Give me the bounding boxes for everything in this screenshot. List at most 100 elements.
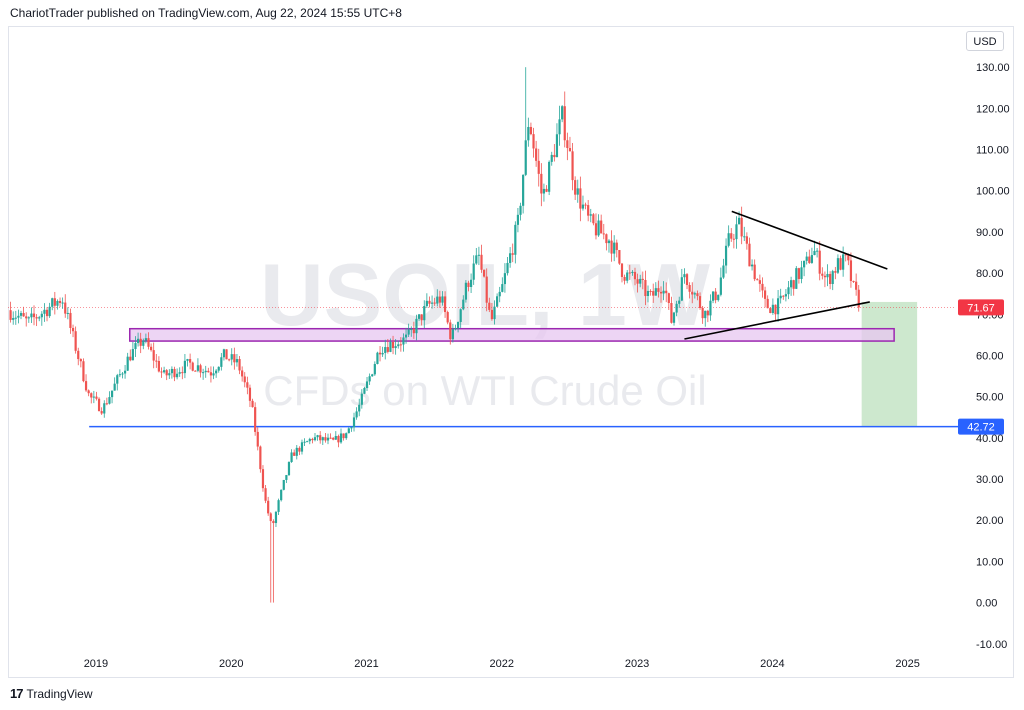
candle-body bbox=[550, 154, 553, 162]
candle-body bbox=[506, 262, 509, 274]
candle-body bbox=[347, 428, 350, 434]
candle-body bbox=[334, 435, 337, 440]
candle-body bbox=[579, 188, 582, 209]
candle-body bbox=[847, 254, 850, 261]
tradingview-logo-icon: 17 bbox=[10, 686, 24, 701]
candle-body bbox=[168, 373, 171, 376]
candle-body bbox=[826, 273, 829, 278]
candle-body bbox=[696, 293, 699, 297]
candle-body bbox=[503, 273, 507, 285]
candle-body bbox=[241, 370, 244, 377]
currency-button[interactable]: USD bbox=[966, 31, 1004, 51]
candle-body bbox=[48, 306, 51, 317]
candle-body bbox=[14, 317, 17, 319]
candle-body bbox=[584, 204, 587, 206]
candle-body bbox=[152, 350, 155, 361]
candle-body bbox=[311, 438, 314, 441]
x-tick-label: 2021 bbox=[354, 658, 378, 670]
candle-body bbox=[449, 322, 452, 340]
resistance-zone bbox=[129, 327, 895, 342]
candle-body bbox=[363, 388, 366, 394]
x-tick-label: 2022 bbox=[490, 658, 514, 670]
candle-body bbox=[404, 334, 408, 338]
candle-body bbox=[345, 433, 348, 439]
candle-body bbox=[319, 435, 322, 441]
candle-body bbox=[675, 303, 678, 313]
candle-body bbox=[389, 342, 392, 352]
candle-body bbox=[779, 295, 782, 299]
candle-body bbox=[308, 438, 311, 442]
candle-body bbox=[410, 329, 413, 331]
candle-body bbox=[399, 344, 402, 346]
candle-body bbox=[784, 294, 787, 297]
candle-body bbox=[857, 289, 860, 308]
candle-body bbox=[563, 106, 566, 141]
candle-body bbox=[71, 327, 75, 332]
candle-body bbox=[121, 373, 124, 375]
candle-body bbox=[402, 337, 405, 345]
candle-body bbox=[9, 310, 12, 320]
candle-body bbox=[631, 271, 634, 273]
candle-body bbox=[592, 214, 595, 224]
candle-body bbox=[264, 488, 267, 501]
y-tick-label: 20.00 bbox=[976, 515, 1004, 527]
candle-body bbox=[303, 441, 306, 443]
candle-body bbox=[110, 390, 114, 398]
candle-body bbox=[423, 306, 426, 321]
candle-body bbox=[160, 371, 163, 373]
candle-body bbox=[149, 346, 153, 351]
candle-body bbox=[415, 318, 418, 334]
candle-body bbox=[633, 271, 637, 280]
candle-body bbox=[519, 205, 522, 215]
candle-body bbox=[730, 233, 733, 239]
candle-body bbox=[142, 340, 145, 346]
candle-body bbox=[360, 393, 363, 405]
candle-body bbox=[100, 411, 103, 414]
candle-body bbox=[103, 403, 106, 414]
candle-body bbox=[600, 220, 603, 234]
candle-body bbox=[274, 511, 278, 524]
candle-body bbox=[430, 302, 434, 304]
candle-body bbox=[155, 360, 158, 362]
candle-body bbox=[524, 140, 527, 175]
candle-body bbox=[758, 280, 761, 284]
candle-body bbox=[365, 381, 369, 389]
candle-body bbox=[626, 272, 629, 281]
candle-body bbox=[209, 372, 213, 376]
candle-body bbox=[287, 462, 291, 476]
candle-body bbox=[254, 407, 257, 432]
candle-body bbox=[727, 233, 730, 246]
candle-body bbox=[618, 250, 621, 264]
y-tick-label: 60.00 bbox=[976, 350, 1004, 362]
candle-body bbox=[251, 400, 254, 408]
candle-body bbox=[186, 359, 189, 361]
candle-body bbox=[644, 279, 647, 297]
candle-body bbox=[711, 291, 715, 301]
candle-body bbox=[64, 302, 67, 314]
candle-body bbox=[459, 309, 462, 322]
tradingview-brand[interactable]: 17 TradingView bbox=[10, 686, 93, 701]
candle-body bbox=[776, 298, 780, 315]
candle-body bbox=[196, 365, 200, 371]
candle-body bbox=[123, 370, 127, 374]
candle-body bbox=[19, 313, 23, 316]
candle-body bbox=[38, 317, 41, 319]
candle-body bbox=[774, 304, 777, 315]
candle-body bbox=[555, 134, 559, 158]
candle-body bbox=[683, 274, 686, 278]
candle-body bbox=[420, 314, 423, 321]
ascending-trendline bbox=[684, 301, 870, 340]
x-tick-label: 2025 bbox=[895, 658, 919, 670]
candle-body bbox=[238, 359, 241, 371]
candle-body bbox=[597, 220, 600, 236]
support-price-label: 42.72 bbox=[967, 422, 995, 434]
candle-body bbox=[678, 300, 681, 304]
y-tick-label: 50.00 bbox=[976, 392, 1004, 404]
candle-body bbox=[706, 310, 709, 316]
candle-body bbox=[261, 469, 265, 489]
candle-body bbox=[571, 151, 574, 181]
chart-frame[interactable] bbox=[8, 26, 1014, 678]
candle-body bbox=[693, 293, 696, 295]
candle-body bbox=[610, 240, 613, 254]
